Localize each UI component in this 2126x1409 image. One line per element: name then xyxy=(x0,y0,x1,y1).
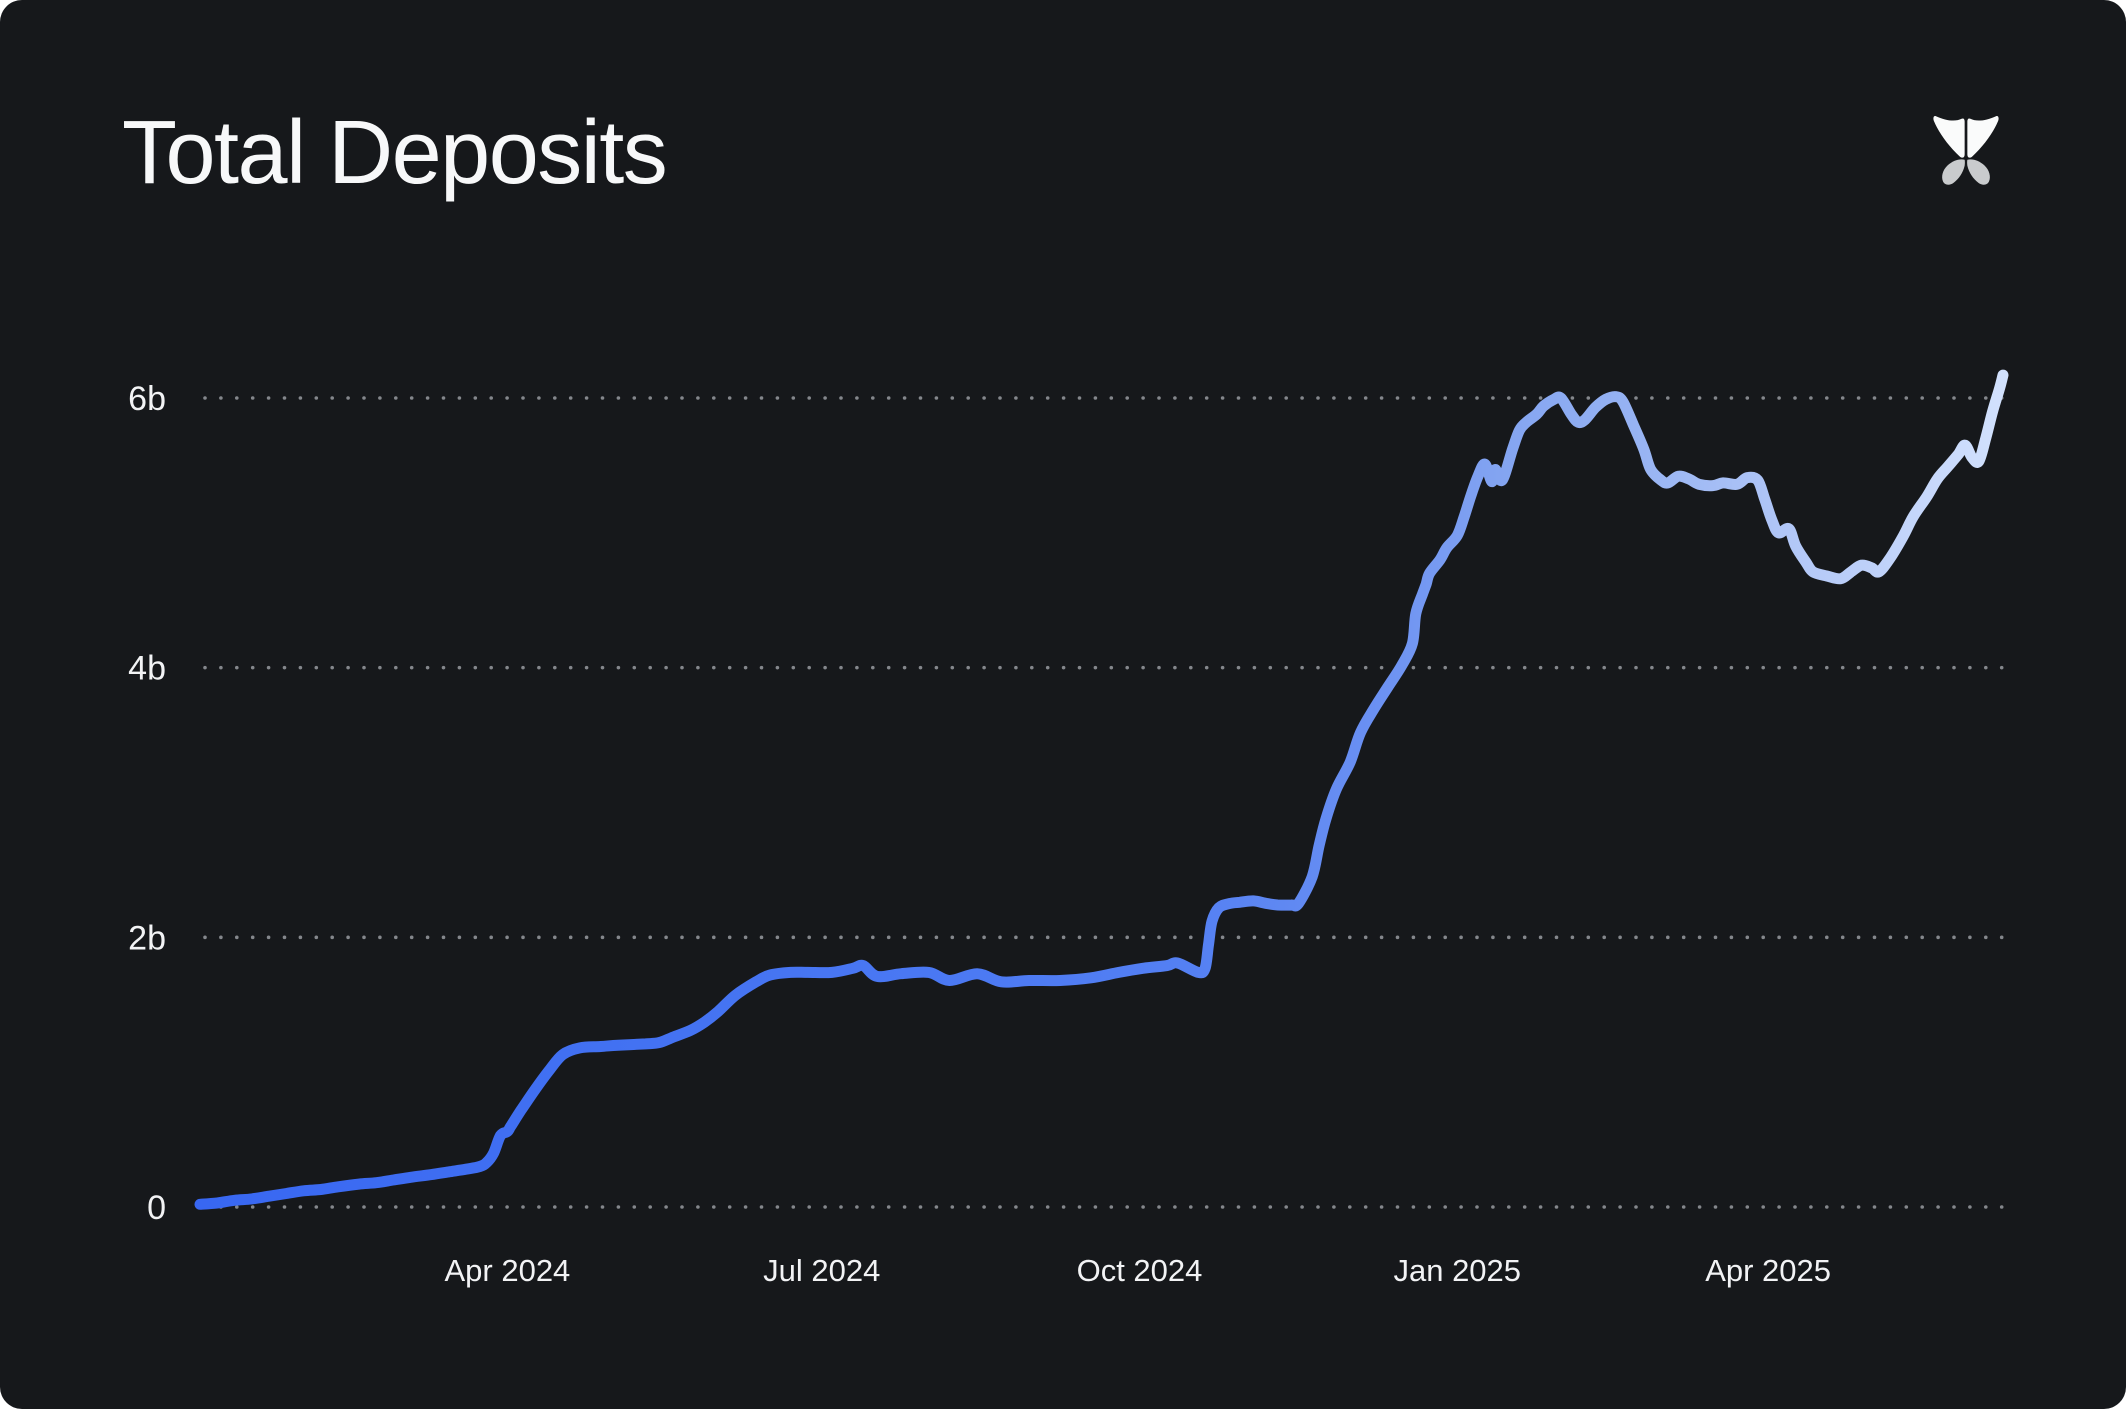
x-axis-label: Jan 2025 xyxy=(1393,1253,1521,1288)
y-axis-label: 0 xyxy=(147,1189,166,1227)
y-axis-label: 2b xyxy=(128,919,166,957)
butterfly-logo-icon xyxy=(1933,115,1999,185)
x-axis-label: Apr 2025 xyxy=(1705,1253,1831,1288)
x-axis-label: Oct 2024 xyxy=(1077,1253,1203,1288)
x-axis-label: Jul 2024 xyxy=(763,1253,880,1288)
gridlines xyxy=(203,396,2007,1209)
y-axis-label: 6b xyxy=(128,380,166,418)
deposits-line-series xyxy=(194,369,2009,1210)
y-axis-label: 4b xyxy=(128,650,166,688)
x-axis-label: Apr 2024 xyxy=(444,1253,570,1288)
page-title: Total Deposits xyxy=(122,103,668,203)
axis-labels: 0 2b 4b 6b Apr 2024 Jul 2024 Oct 2024 Jan 2025 A… xyxy=(128,380,1831,1288)
